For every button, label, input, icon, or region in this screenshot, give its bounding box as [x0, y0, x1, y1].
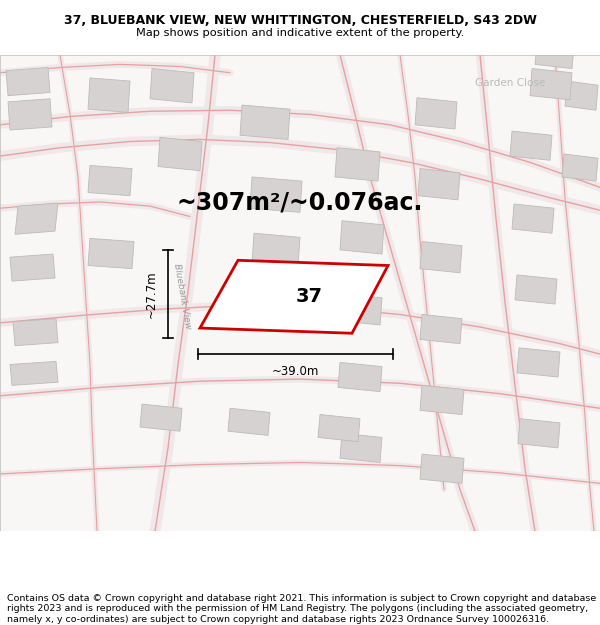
Polygon shape: [512, 204, 554, 233]
Polygon shape: [158, 138, 202, 171]
Polygon shape: [88, 78, 130, 112]
Polygon shape: [340, 433, 382, 462]
Polygon shape: [420, 386, 464, 414]
Polygon shape: [515, 275, 557, 304]
Polygon shape: [228, 408, 270, 436]
Polygon shape: [338, 362, 382, 392]
Polygon shape: [6, 68, 50, 96]
Polygon shape: [510, 131, 552, 160]
Polygon shape: [420, 454, 464, 483]
Text: 37: 37: [296, 288, 323, 306]
Polygon shape: [240, 105, 290, 139]
Polygon shape: [340, 221, 384, 254]
Text: Garden Close: Garden Close: [475, 78, 545, 88]
Polygon shape: [15, 203, 58, 234]
Polygon shape: [150, 69, 194, 103]
Polygon shape: [562, 154, 598, 181]
Polygon shape: [8, 99, 52, 130]
Polygon shape: [517, 348, 560, 377]
Polygon shape: [88, 238, 134, 269]
Polygon shape: [420, 241, 462, 272]
Polygon shape: [252, 233, 300, 266]
Polygon shape: [318, 414, 360, 442]
Polygon shape: [535, 44, 574, 69]
Text: Bluebank View: Bluebank View: [172, 263, 192, 330]
Polygon shape: [518, 419, 560, 448]
Polygon shape: [10, 254, 55, 281]
Text: ~39.0m: ~39.0m: [272, 364, 319, 378]
Polygon shape: [335, 148, 380, 181]
Polygon shape: [200, 260, 388, 333]
Polygon shape: [565, 81, 598, 110]
Polygon shape: [338, 294, 382, 325]
Text: ~307m²/~0.076ac.: ~307m²/~0.076ac.: [177, 191, 423, 215]
Polygon shape: [420, 314, 462, 344]
Text: Contains OS data © Crown copyright and database right 2021. This information is : Contains OS data © Crown copyright and d…: [7, 594, 596, 624]
Text: ~27.7m: ~27.7m: [145, 271, 158, 318]
Polygon shape: [418, 169, 460, 200]
Polygon shape: [10, 361, 58, 386]
Polygon shape: [415, 98, 457, 129]
Polygon shape: [140, 404, 182, 431]
Polygon shape: [13, 319, 58, 346]
Polygon shape: [88, 166, 132, 196]
Polygon shape: [250, 177, 302, 212]
Text: Map shows position and indicative extent of the property.: Map shows position and indicative extent…: [136, 28, 464, 38]
Polygon shape: [530, 69, 572, 100]
Text: 37, BLUEBANK VIEW, NEW WHITTINGTON, CHESTERFIELD, S43 2DW: 37, BLUEBANK VIEW, NEW WHITTINGTON, CHES…: [64, 14, 536, 27]
